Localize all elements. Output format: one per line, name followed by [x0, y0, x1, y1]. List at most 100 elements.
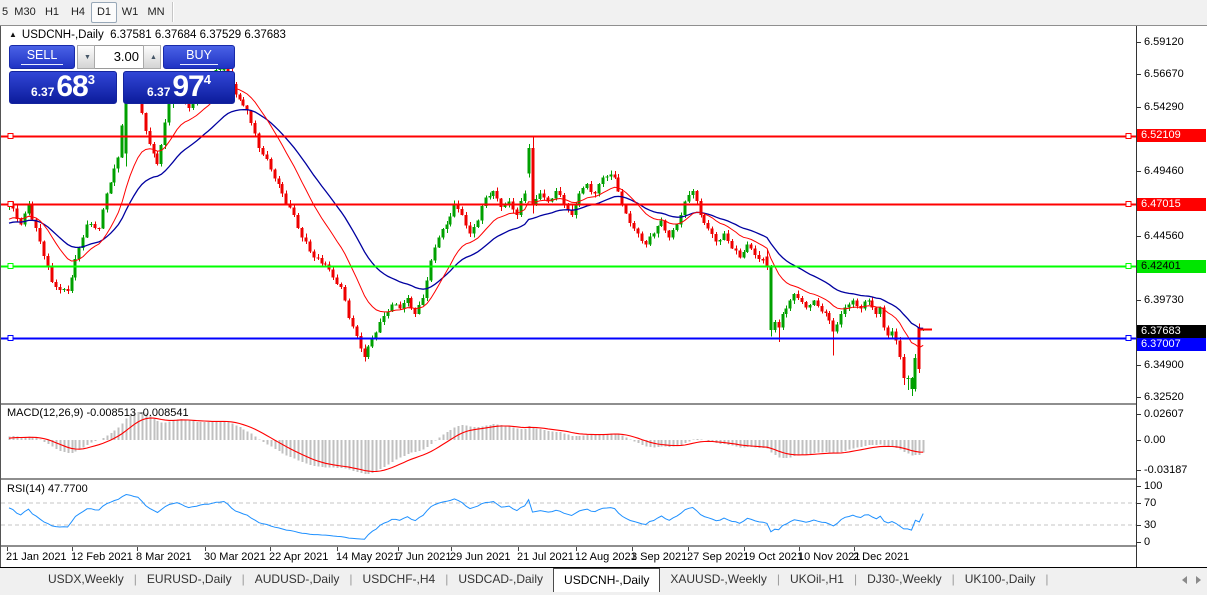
time-axis-tick — [518, 547, 519, 551]
chart-tab-usdcad-daily[interactable]: USDCAD-,Daily — [458, 572, 544, 586]
chart-tab-uk100-daily[interactable]: UK100-,Daily — [964, 572, 1036, 586]
chart-tab-usdchf-h4[interactable]: USDCHF-,H4 — [362, 572, 436, 586]
time-axis-tick — [632, 547, 633, 551]
time-axis-tick — [7, 547, 8, 551]
price-axis-tick: 6.54290 — [1144, 101, 1184, 113]
time-axis-label: 12 Feb 2021 — [71, 551, 133, 563]
candlestick-series — [7, 55, 925, 397]
time-axis-tick — [270, 547, 271, 551]
toolbar-separator — [172, 2, 174, 22]
time-axis-label: 29 Jun 2021 — [450, 551, 511, 563]
line-handle[interactable] — [7, 335, 14, 341]
timeframe-button-w1[interactable]: W1 — [121, 6, 139, 18]
timeframe-button-mn[interactable]: MN — [147, 6, 165, 18]
buy-button-label: BUY — [180, 48, 218, 65]
line-handle[interactable] — [1125, 335, 1132, 341]
axis-tick-mark — [1137, 503, 1141, 504]
buy-price-prefix: 6.37 — [147, 85, 171, 99]
rsi-panel — [1, 493, 1137, 540]
chart-tab-ukoil-h1[interactable]: UKOil-,H1 — [789, 572, 844, 586]
price-axis-tick: 6.44560 — [1144, 230, 1184, 242]
buy-button[interactable]: BUY — [163, 45, 235, 69]
volume-input[interactable]: 3.00 — [113, 49, 139, 64]
line-handle[interactable] — [1125, 263, 1132, 269]
chart-tab-bar: USDX,Weekly | EURUSD-,Daily | AUDUSD-,Daily |… — [0, 568, 1207, 595]
sell-button-label: SELL — [20, 48, 64, 65]
chart-tab-dj30-weekly[interactable]: DJ30-,Weekly — [867, 572, 942, 586]
line-handle[interactable] — [7, 201, 14, 207]
time-axis-label: 27 Sep 2021 — [687, 551, 750, 563]
axis-tick-mark — [1137, 414, 1141, 415]
rsi-axis-tick: 100 — [1144, 480, 1163, 492]
macd-panel — [8, 411, 925, 475]
time-axis-label: 10 Nov 2021 — [798, 551, 861, 563]
axis-tick-mark — [1137, 440, 1141, 441]
time-axis-tick — [744, 547, 745, 551]
price-axis-tick: 6.56670 — [1144, 68, 1184, 80]
chart-tab-xauusd-weekly[interactable]: XAUUSD-,Weekly — [670, 572, 767, 586]
tab-separator: | — [133, 572, 137, 586]
rsi-axis-tick: 0 — [1144, 536, 1151, 548]
macd-axis-tick: 0.02607 — [1144, 408, 1184, 420]
line-handle[interactable] — [7, 133, 14, 139]
tab-separator: | — [776, 572, 780, 586]
volume-increase-icon[interactable]: ▲ — [143, 45, 161, 69]
axis-tick-mark — [1137, 486, 1141, 487]
time-axis-tick — [137, 547, 138, 551]
buy-price-pipette: 4 — [203, 72, 211, 87]
axis-tick-mark — [1137, 300, 1141, 301]
time-axis-label: 12 Aug 2021 — [575, 551, 637, 563]
time-axis-label: 7 Jun 2021 — [397, 551, 452, 563]
sell-price-box[interactable]: 6.37 68 3 — [9, 71, 117, 104]
axis-tick-mark — [1137, 365, 1141, 366]
chart-tab-usdx-weekly[interactable]: USDX,Weekly — [48, 572, 124, 586]
axis-tick-mark — [1137, 397, 1141, 398]
timeframe-button-d1[interactable]: D1 — [91, 2, 117, 23]
chart-symbol-title: USDCNH-,Daily — [21, 29, 104, 41]
axis-tick-mark — [1137, 74, 1141, 75]
timeframe-button-m30[interactable]: M30 — [14, 6, 36, 18]
panel-separator[interactable] — [1, 403, 1137, 405]
macd-indicator-label: MACD(12,26,9) -0.008513 -0.008541 — [7, 407, 189, 419]
line-handle[interactable] — [7, 263, 14, 269]
axis-tick-mark — [1137, 542, 1141, 543]
chart-tab-usdcnh-daily[interactable]: USDCNH-,Daily — [553, 568, 661, 592]
panel-separator[interactable] — [1, 545, 1137, 547]
sell-button[interactable]: SELL — [9, 45, 75, 69]
time-axis-tick — [72, 547, 73, 551]
volume-decrease-icon[interactable]: ▼ — [77, 45, 95, 69]
time-axis-label: 21 Jan 2021 — [6, 551, 67, 563]
price-axis: 6.591206.566706.542906.518406.494606.445… — [1136, 26, 1207, 567]
timeframe-button-h4[interactable]: H4 — [70, 6, 86, 18]
sell-price-prefix: 6.37 — [31, 85, 55, 99]
time-axis-label: 22 Apr 2021 — [269, 551, 329, 563]
tab-scroll-right-icon[interactable] — [1196, 576, 1201, 584]
buy-price-digits: 97 — [172, 70, 204, 103]
tab-separator: | — [951, 572, 955, 586]
tab-separator: | — [1045, 572, 1049, 586]
tab-separator: | — [445, 572, 449, 586]
chart-tab-audusd-daily[interactable]: AUDUSD-,Daily — [254, 572, 340, 586]
buy-price-box[interactable]: 6.37 97 4 — [123, 71, 235, 104]
rsi-indicator-label: RSI(14) 47.7700 — [7, 483, 88, 495]
time-axis-tick — [799, 547, 800, 551]
timeframe-button-h1[interactable]: H1 — [44, 6, 60, 18]
tab-separator: | — [241, 572, 245, 586]
rsi-axis-tick: 30 — [1144, 519, 1157, 531]
chart-tab-eurusd-daily[interactable]: EURUSD-,Daily — [146, 572, 232, 586]
time-axis-label: 19 Oct 2021 — [743, 551, 803, 563]
macd-axis-tick: -0.03187 — [1144, 464, 1188, 476]
time-axis-label: 21 Jul 2021 — [517, 551, 574, 563]
tab-scroll-left-icon[interactable] — [1182, 576, 1187, 584]
time-axis-label: 2 Dec 2021 — [853, 551, 910, 563]
collapse-arrow-icon[interactable]: ▲ — [9, 30, 17, 39]
line-handle[interactable] — [1125, 201, 1132, 207]
timeframe-button-5[interactable]: 5 — [1, 6, 9, 18]
panel-separator[interactable] — [1, 478, 1137, 480]
sell-price-pipette: 3 — [87, 72, 95, 87]
price-tag-6.47015: 6.47015 — [1137, 198, 1206, 211]
chart-window: ▲ USDCNH-,Daily 6.37581 6.37684 6.37529 6… — [0, 26, 1137, 567]
price-chart-canvas[interactable] — [1, 26, 1137, 567]
line-handle[interactable] — [1125, 133, 1132, 139]
